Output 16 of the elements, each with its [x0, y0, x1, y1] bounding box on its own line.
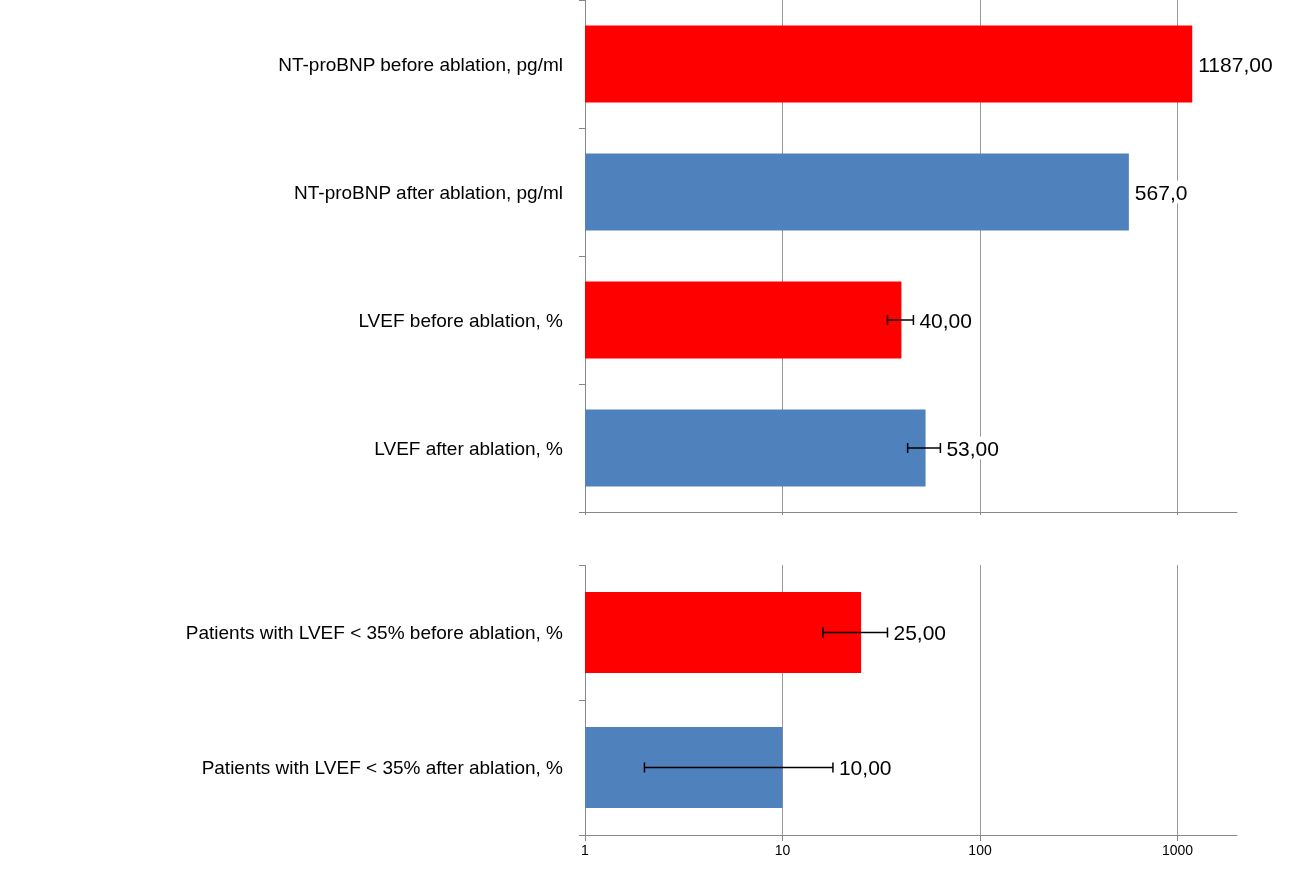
y-tick-label: NT-proBNP before ablation, pg/ml	[278, 53, 563, 75]
x-tick-label: 100	[968, 842, 992, 858]
y-tick-label: Patients with LVEF < 35% before ablation, %	[185, 622, 564, 643]
data-label: 10,00	[838, 756, 892, 779]
y-tick-label: NT-proBNP after ablation, pg/ml	[294, 181, 563, 203]
y-tick-label: LVEF after ablation, %	[374, 437, 564, 459]
data-label: 567,0	[1134, 180, 1188, 204]
data-label: 40,00	[919, 308, 972, 332]
x-tick-label: 1	[581, 842, 590, 858]
data-label: 1187,00	[1198, 52, 1273, 76]
data-label: 25,00	[893, 621, 947, 644]
data-label: 53,00	[946, 436, 999, 460]
y-tick-label: Patients with LVEF < 35% after ablation, %	[201, 757, 564, 778]
x-tick-label: 10	[774, 842, 791, 858]
x-tick-label: 1000	[1161, 842, 1194, 858]
y-tick-label: LVEF before ablation, %	[358, 309, 564, 331]
